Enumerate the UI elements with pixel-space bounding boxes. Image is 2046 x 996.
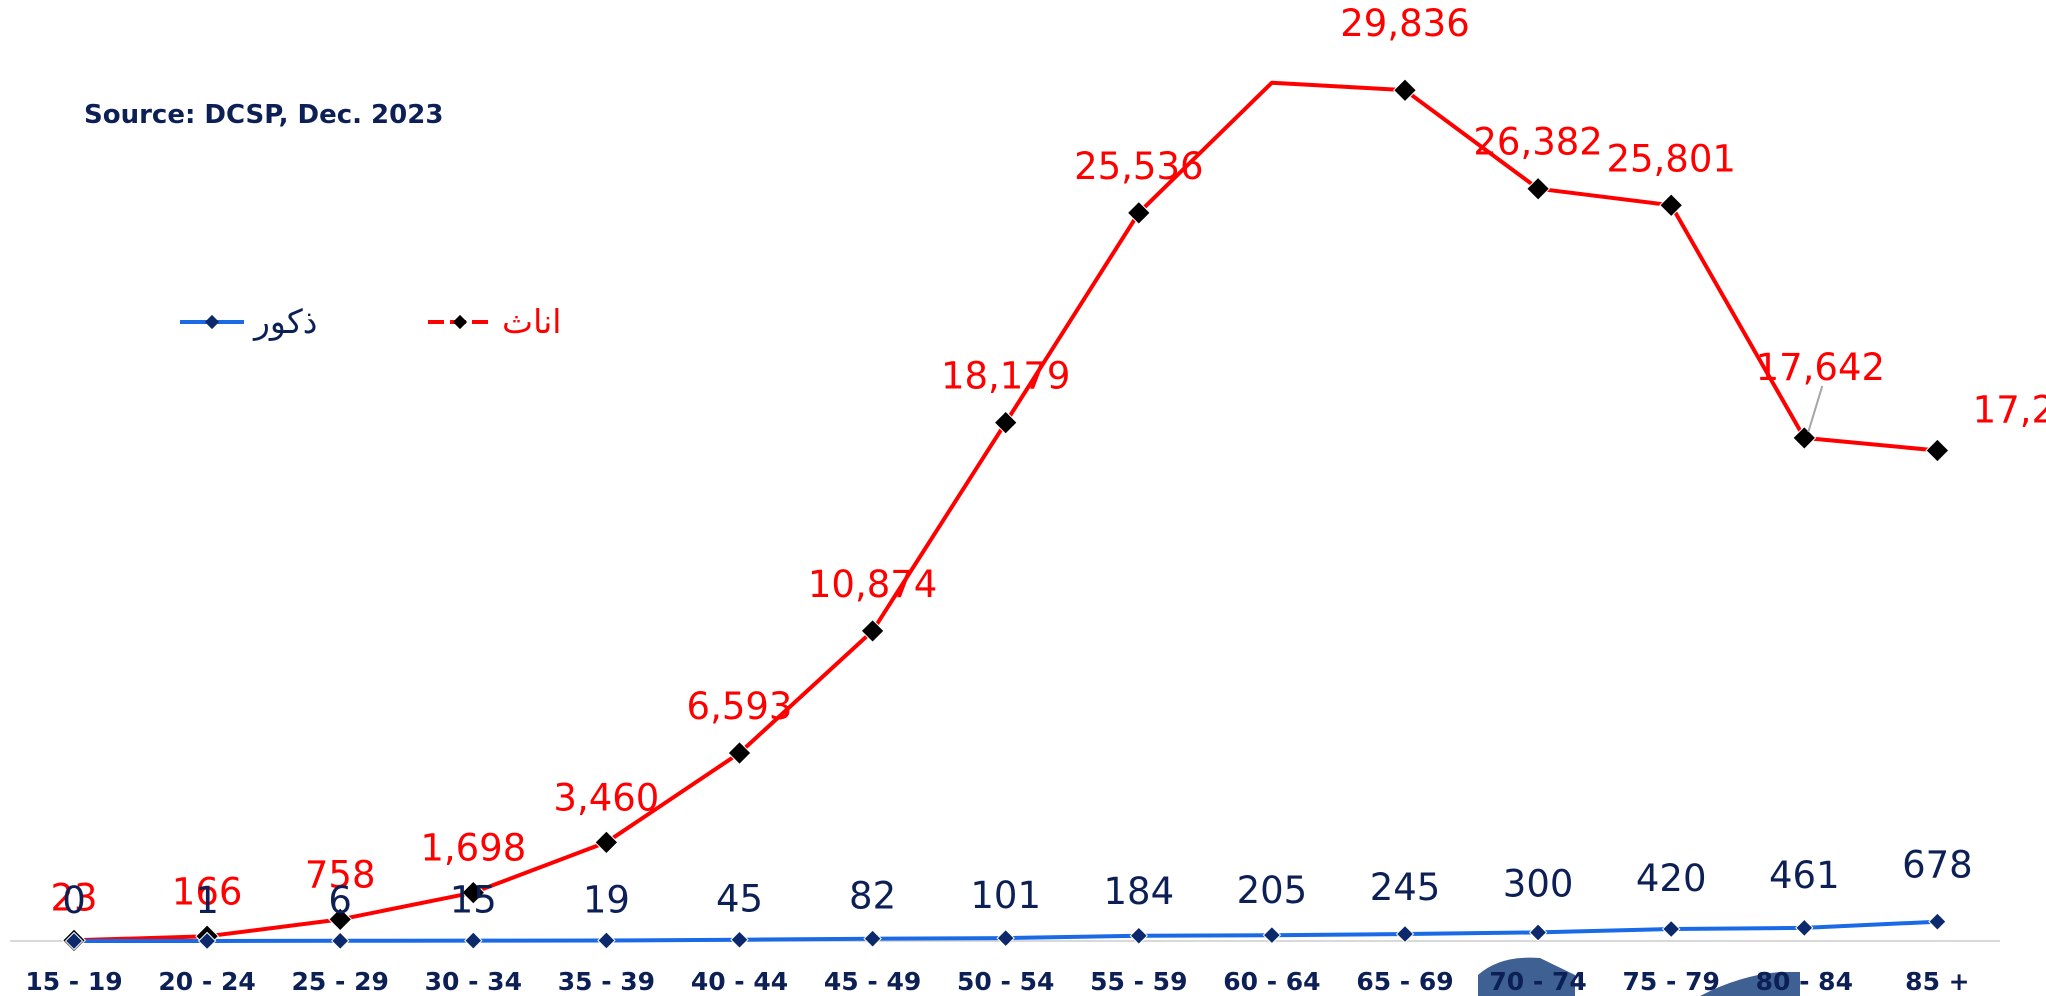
data-label-male: 678	[1902, 844, 1973, 887]
data-label-female: 18,179	[941, 355, 1070, 398]
marker-male	[1795, 918, 1814, 938]
marker-female	[1925, 438, 1950, 463]
legend-item-female: اناث	[428, 302, 561, 341]
x-tick-label: 35 - 39	[558, 967, 655, 996]
data-label-male: 300	[1503, 862, 1574, 905]
data-label-female: 25,801	[1606, 137, 1735, 180]
data-label-female: 166	[172, 870, 243, 913]
data-label-male: 245	[1370, 866, 1441, 909]
marker-female	[594, 830, 619, 855]
x-tick-label: 25 - 29	[292, 967, 389, 996]
x-tick-label: 40 - 44	[691, 967, 788, 996]
marker-female	[1392, 78, 1418, 103]
marker-male	[1395, 924, 1415, 944]
x-tick-label: 65 - 69	[1356, 967, 1453, 996]
series-markers	[61, 78, 1950, 953]
marker-male	[1129, 926, 1148, 945]
data-label-female: 10,874	[808, 563, 937, 606]
data-label-male: 19	[583, 878, 630, 921]
data-label-female: 758	[305, 853, 376, 896]
data-label-male: 420	[1636, 857, 1707, 900]
data-label-female: 25,536	[1074, 145, 1203, 188]
x-tick-label: 85 +	[1905, 967, 1969, 996]
data-label-female: 6,593	[687, 685, 793, 728]
data-label-male: 184	[1103, 870, 1174, 913]
marker-female	[1526, 176, 1551, 201]
marker-male	[197, 931, 217, 951]
data-label-female: 3,460	[553, 776, 659, 819]
data-label-male: 45	[716, 878, 763, 921]
legend-label-female: اناث	[502, 302, 562, 341]
legend-swatch-male-icon	[180, 314, 244, 329]
marker-female	[461, 880, 486, 905]
x-tick-label: 75 - 79	[1623, 967, 1720, 996]
marker-female	[860, 618, 885, 643]
x-tick-label: 70 - 74	[1489, 967, 1586, 996]
data-label-female: 26,382	[1473, 121, 1602, 164]
data-label-female: 23	[50, 876, 97, 919]
series-lines	[73, 80, 1938, 943]
data-label-female: 17,201	[1973, 389, 2046, 432]
source-note: Source: DCSP, Dec. 2023	[84, 100, 444, 130]
data-labels: 23 166 758 1,698 3,460 6,593 10,874 18,179 25,53…	[50, 2, 2046, 922]
x-tick-label: 55 - 59	[1090, 967, 1187, 996]
data-label-female: 29,836	[1340, 2, 1469, 45]
x-tick-label: 60 - 64	[1223, 967, 1320, 996]
watermark-shape	[1478, 957, 1575, 996]
marker-female	[727, 740, 752, 766]
data-label-male: 101	[970, 874, 1041, 917]
data-label-male: 1	[195, 879, 219, 922]
marker-male	[996, 928, 1015, 948]
data-label-male: 205	[1237, 869, 1308, 912]
x-axis-tick-labels: 15 - 19 20 - 24 25 - 29 30 - 34 35 - 39 40 - …	[25, 967, 1969, 996]
legend-item-male: ذكور	[180, 302, 317, 341]
marker-male	[597, 931, 616, 950]
data-label-male: 461	[1769, 854, 1840, 897]
data-label-female: 17,642	[1756, 346, 1885, 389]
marker-male	[64, 931, 84, 951]
marker-male	[863, 929, 882, 948]
x-tick-label: 50 - 54	[957, 967, 1054, 996]
data-label-male: 6	[328, 879, 352, 922]
marker-male	[1528, 923, 1548, 942]
watermark-shape-right	[1700, 972, 1800, 996]
x-tick-label: 80 - 84	[1756, 967, 1853, 996]
marker-female	[1659, 193, 1684, 218]
x-tick-label: 30 - 34	[425, 967, 522, 996]
x-tick-label: 45 - 49	[824, 967, 921, 996]
data-label-male: 0	[62, 879, 86, 922]
marker-female	[328, 907, 353, 932]
label-leader-line	[1807, 385, 1824, 433]
marker-male	[331, 931, 350, 951]
marker-female	[1126, 200, 1151, 225]
marker-male	[730, 930, 749, 949]
marker-female	[993, 410, 1018, 435]
series-line-female	[73, 80, 1938, 943]
data-label-male: 15	[450, 879, 497, 922]
data-label-male: 82	[849, 875, 896, 918]
marker-male	[1662, 919, 1681, 939]
marker-female	[1792, 425, 1817, 450]
legend-swatch-female-icon	[428, 314, 492, 329]
x-tick-label: 20 - 24	[158, 967, 255, 996]
marker-male	[1262, 925, 1282, 945]
marker-male	[1928, 912, 1947, 931]
legend-label-male: ذكور	[254, 302, 318, 341]
data-label-female: 1,698	[420, 827, 526, 870]
legend: ذكور اناث	[180, 302, 580, 356]
marker-male	[464, 931, 483, 950]
x-tick-label: 15 - 19	[25, 967, 122, 996]
